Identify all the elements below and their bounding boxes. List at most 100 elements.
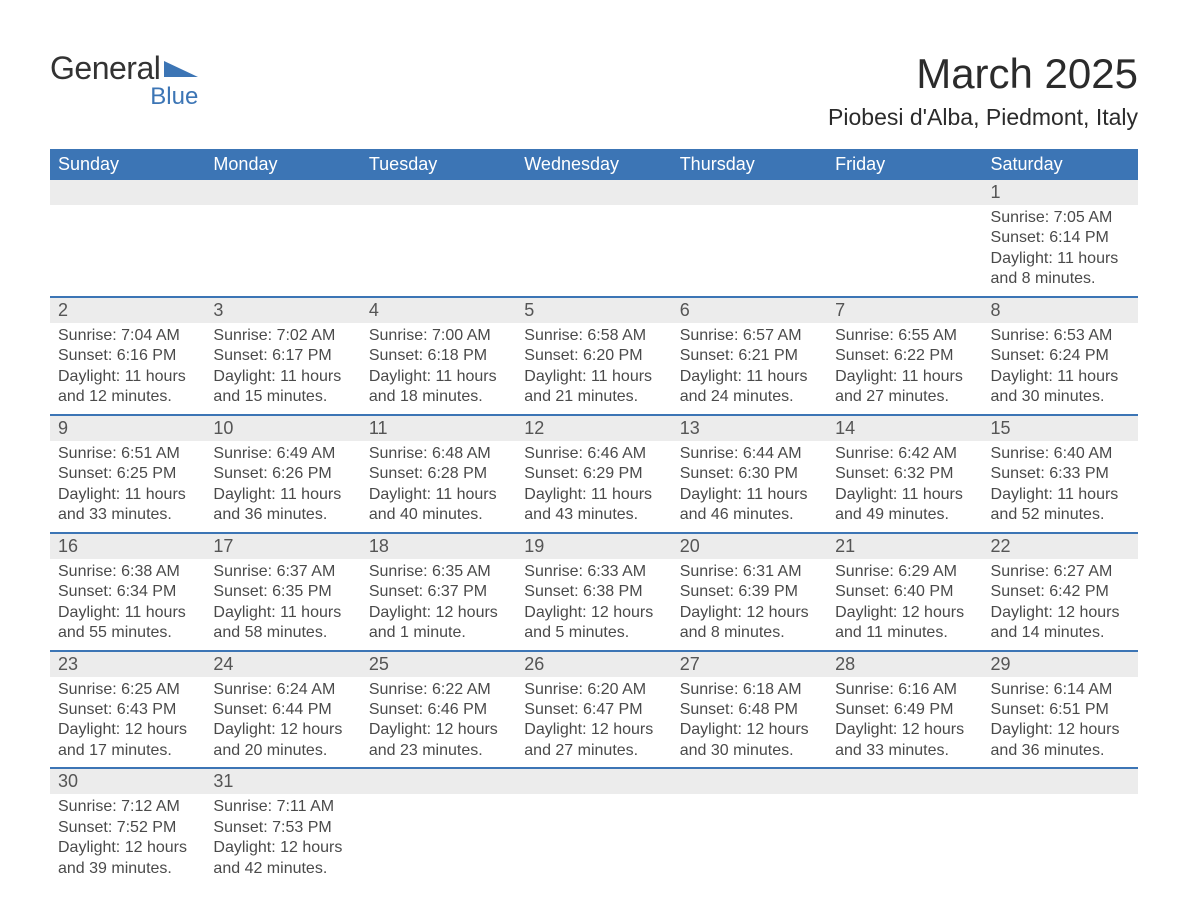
day-number: 29 [983,651,1138,677]
sunset: Sunset: 6:29 PM [524,465,642,482]
sunset: Sunset: 6:37 PM [369,583,487,600]
day-number: 13 [672,415,827,441]
day-detail [827,205,982,297]
daylight: Daylight: 12 hours and 30 minutes. [680,721,809,758]
day-detail: Sunrise: 6:20 AMSunset: 6:47 PMDaylight:… [516,677,671,769]
day-detail [672,205,827,297]
day-number: 16 [50,533,205,559]
day-detail: Sunrise: 6:51 AMSunset: 6:25 PMDaylight:… [50,441,205,533]
weekday-header-row: Sunday Monday Tuesday Wednesday Thursday… [50,149,1138,180]
day-detail: Sunrise: 6:35 AMSunset: 6:37 PMDaylight:… [361,559,516,651]
logo-text-general: General [50,50,160,87]
day-number: 25 [361,651,516,677]
day-detail [361,205,516,297]
sunset: Sunset: 6:42 PM [991,583,1109,600]
sunrise: Sunrise: 7:00 AM [369,327,491,344]
day-number-row: 3031 [50,768,1138,794]
daylight: Daylight: 11 hours and 8 minutes. [991,250,1119,287]
day-number: 3 [205,297,360,323]
sunrise: Sunrise: 6:27 AM [991,563,1113,580]
day-detail: Sunrise: 6:38 AMSunset: 6:34 PMDaylight:… [50,559,205,651]
day-number: 27 [672,651,827,677]
sunrise: Sunrise: 6:49 AM [213,445,335,462]
day-number [672,180,827,205]
sunrise: Sunrise: 6:22 AM [369,681,491,698]
logo-triangle-icon [164,55,198,82]
sunset: Sunset: 6:39 PM [680,583,798,600]
sunrise: Sunrise: 6:46 AM [524,445,646,462]
calendar-table: Sunday Monday Tuesday Wednesday Thursday… [50,149,1138,885]
daylight: Daylight: 12 hours and 14 minutes. [991,604,1120,641]
day-detail [516,794,671,885]
day-number: 4 [361,297,516,323]
daylight: Daylight: 12 hours and 8 minutes. [680,604,809,641]
logo-text-blue: Blue [140,83,198,111]
sunset: Sunset: 6:26 PM [213,465,331,482]
daylight: Daylight: 12 hours and 23 minutes. [369,721,498,758]
day-number: 21 [827,533,982,559]
day-number: 22 [983,533,1138,559]
daylight: Daylight: 12 hours and 33 minutes. [835,721,964,758]
sunset: Sunset: 6:35 PM [213,583,331,600]
sunset: Sunset: 6:34 PM [58,583,176,600]
daylight: Daylight: 12 hours and 36 minutes. [991,721,1120,758]
day-number: 14 [827,415,982,441]
day-number [361,768,516,794]
sunrise: Sunrise: 6:33 AM [524,563,646,580]
day-number: 15 [983,415,1138,441]
day-number: 6 [672,297,827,323]
day-number: 10 [205,415,360,441]
sunset: Sunset: 6:43 PM [58,701,176,718]
daylight: Daylight: 11 hours and 49 minutes. [835,486,963,523]
sunrise: Sunrise: 7:05 AM [991,209,1113,226]
day-number [205,180,360,205]
sunrise: Sunrise: 6:29 AM [835,563,957,580]
day-number: 18 [361,533,516,559]
day-number [516,768,671,794]
sunrise: Sunrise: 6:53 AM [991,327,1113,344]
sunset: Sunset: 6:49 PM [835,701,953,718]
sunset: Sunset: 7:53 PM [213,819,331,836]
daylight: Daylight: 11 hours and 46 minutes. [680,486,808,523]
day-detail-row: Sunrise: 7:12 AMSunset: 7:52 PMDaylight:… [50,794,1138,885]
day-detail: Sunrise: 6:31 AM Sunset: 6:39 PM Daylight:… [672,559,827,651]
sunset: Sunset: 6:20 PM [524,347,642,364]
daylight: Daylight: 11 hours and 12 minutes. [58,368,186,405]
sunrise: Sunrise: 6:40 AM [991,445,1113,462]
daylight: Daylight: 11 hours and 24 minutes. [680,368,808,405]
day-detail: Sunrise: 6:55 AMSunset: 6:22 PMDaylight:… [827,323,982,415]
daylight: Daylight: 11 hours and 21 minutes. [524,368,652,405]
sunset: Sunset: 6:40 PM [835,583,953,600]
daylight: Daylight: 12 hours and 5 minutes. [524,604,653,641]
day-number: 12 [516,415,671,441]
daylight: Daylight: 12 hours and 1 minute. [369,604,498,641]
sunrise: Sunrise: 6:31 AM [680,563,802,580]
daylight: Daylight: 11 hours and 30 minutes. [991,368,1119,405]
day-detail: Sunrise: 6:29 AMSunset: 6:40 PMDaylight:… [827,559,982,651]
day-detail [361,794,516,885]
day-detail: Sunrise: 7:02 AMSunset: 6:17 PMDaylight:… [205,323,360,415]
day-detail [50,205,205,297]
daylight: Daylight: 11 hours and 15 minutes. [213,368,341,405]
day-number: 30 [50,768,205,794]
day-detail: Sunrise: 6:33 AMSunset: 6:38 PMDaylight:… [516,559,671,651]
weekday-header: Tuesday [361,149,516,180]
sunset: Sunset: 6:48 PM [680,701,798,718]
daylight: Daylight: 12 hours and 17 minutes. [58,721,187,758]
sunset: Sunset: 6:21 PM [680,347,798,364]
day-detail: Sunrise: 6:37 AMSunset: 6:35 PMDaylight:… [205,559,360,651]
day-number [516,180,671,205]
day-detail [205,205,360,297]
day-detail: Sunrise: 7:00 AMSunset: 6:18 PMDaylight:… [361,323,516,415]
location: Piobesi d'Alba, Piedmont, Italy [828,104,1138,131]
day-number: 28 [827,651,982,677]
sunset: Sunset: 6:22 PM [835,347,953,364]
sunrise: Sunrise: 7:11 AM [213,798,334,815]
day-detail-row: Sunrise: 7:05 AMSunset: 6:14 PMDaylight:… [50,205,1138,297]
daylight: Daylight: 11 hours and 43 minutes. [524,486,652,523]
sunrise: Sunrise: 7:04 AM [58,327,180,344]
day-number-row: 16171819202122 [50,533,1138,559]
sunrise: Sunrise: 6:57 AM [680,327,802,344]
sunrise: Sunrise: 6:25 AM [58,681,180,698]
sunrise: Sunrise: 6:51 AM [58,445,180,462]
